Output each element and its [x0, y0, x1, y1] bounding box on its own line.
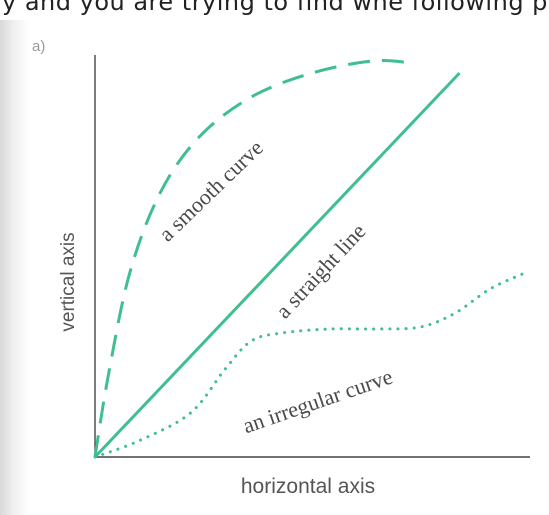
series-line-dashed — [93, 59, 412, 458]
x-axis-title: horizontal axis — [241, 475, 375, 498]
series-label-solid: a straight line — [271, 219, 371, 324]
series-label-dashed: a smooth curve — [154, 135, 268, 246]
cropped-caption-fragment: y and you are trying to find whe followi… — [2, 0, 548, 16]
series-layer — [93, 59, 527, 459]
series-line-dotted — [93, 271, 527, 459]
series-label-dotted: an irregular curve — [240, 364, 396, 439]
axes: horizontal axis vertical axis — [58, 55, 530, 498]
part-label: a) — [32, 38, 46, 55]
series-line-solid — [93, 71, 461, 459]
scan-shadow — [0, 20, 30, 515]
cropped-caption-text: y and you are trying to find whe followi… — [0, 0, 549, 20]
y-axis-title: vertical axis — [58, 232, 79, 331]
